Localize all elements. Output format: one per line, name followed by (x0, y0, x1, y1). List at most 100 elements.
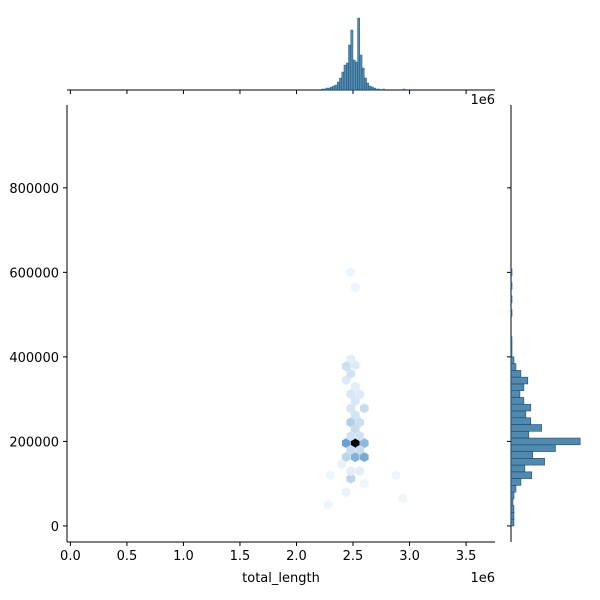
right-hist-bar (510, 451, 534, 459)
right-hist-bar (510, 437, 581, 446)
right-hist-bar (510, 343, 513, 351)
hex (350, 282, 360, 293)
right-hist-bar (510, 424, 542, 432)
hex (360, 478, 369, 489)
top-hist-bar (323, 88, 327, 91)
top-hist-bar (364, 77, 367, 91)
top-hist-bar (366, 82, 370, 91)
right-hist-bar (510, 363, 517, 371)
top-hist-bar (352, 59, 356, 91)
right-hist-bar (510, 491, 515, 500)
right-hist-bar (510, 512, 515, 520)
right-hist-bar (510, 430, 530, 439)
x-tick-label: 0.0 (60, 549, 81, 564)
hex (350, 438, 360, 449)
hex (350, 452, 360, 463)
right-hist-bar (510, 282, 513, 290)
top-hist-bar (346, 62, 349, 91)
right-hist-bar (510, 383, 525, 391)
hex (337, 459, 346, 470)
y-tick-label: 400000 (9, 351, 59, 366)
top-hist-bar (327, 87, 331, 91)
right-hist-bar (510, 397, 525, 405)
right-hist-bar (510, 498, 514, 506)
hex (346, 267, 356, 278)
right-hist-bar (510, 403, 532, 412)
right-hist-bar (510, 268, 513, 277)
hex (323, 499, 333, 510)
hex (341, 438, 351, 449)
hex (346, 473, 356, 484)
top-hist-bar (373, 87, 376, 91)
top-hist-bar (350, 29, 354, 91)
hex (355, 466, 365, 476)
x-offset-label: 1e6 (470, 571, 495, 586)
x-tick-label: 0.5 (117, 549, 138, 564)
hex (350, 395, 360, 406)
hex (360, 438, 369, 449)
right-hist-bar (510, 370, 522, 378)
top-hist-bar (343, 64, 347, 91)
top-hist-bar (357, 17, 360, 91)
right-hist-bar (510, 356, 515, 364)
hex (346, 403, 356, 414)
top-hist-bar (334, 84, 338, 91)
right-hist-bar (510, 417, 532, 425)
hex (355, 417, 365, 428)
right-hist-bar (510, 518, 515, 527)
top-hist-bar (339, 77, 342, 91)
hex (398, 493, 408, 504)
right-hist-bar (510, 349, 513, 358)
right-hist-bar (510, 336, 513, 344)
y-tick-label: 600000 (9, 266, 59, 281)
hex (350, 360, 360, 371)
hex (341, 375, 351, 386)
right-hist-bar (510, 390, 521, 398)
right-hist-bar (510, 464, 526, 473)
hex (341, 361, 351, 372)
top-hist-bar (321, 88, 324, 91)
x-tick-label: 2.0 (286, 549, 307, 564)
hex (355, 389, 365, 400)
hex (355, 431, 365, 442)
right-hist-bar (510, 458, 545, 466)
hex (346, 431, 356, 442)
hex (346, 466, 356, 476)
top-hist-bar (361, 67, 365, 91)
top-hist-bar (377, 88, 381, 91)
y-tick-label: 800000 (9, 182, 59, 197)
hex (350, 410, 360, 421)
hex (391, 470, 401, 481)
hex (346, 354, 356, 364)
right-hist-bar (510, 478, 522, 486)
right-hist-bar (510, 376, 529, 385)
x-tick-label: 2.5 (343, 549, 364, 564)
hex (350, 381, 360, 392)
right-hist-bar (510, 410, 527, 419)
top-hist-bar (375, 88, 379, 91)
x-label: total_length (242, 571, 320, 586)
hex (350, 423, 360, 434)
right-hist-bar (510, 444, 556, 452)
top-hist-bar (370, 86, 374, 91)
hex (341, 452, 351, 463)
top-hist-bar (359, 54, 363, 91)
hex (360, 452, 369, 463)
hex (346, 389, 356, 400)
right-hist-bar (510, 309, 513, 317)
top-hist-bar (330, 86, 333, 91)
top-hist-bar (325, 87, 329, 91)
right-hist-bar (510, 485, 517, 493)
top-hist-bar (382, 88, 385, 91)
top-hist-bar (355, 61, 358, 91)
top-offset-label: 1e6 (470, 93, 495, 108)
hex (341, 487, 351, 498)
right-hist-bar (510, 471, 533, 479)
top-hist-bar (368, 85, 372, 91)
hex (355, 444, 365, 455)
top-hist-bar (341, 71, 345, 91)
y-tick-label: 200000 (9, 435, 59, 450)
top-hist-bar (348, 44, 351, 91)
x-tick-label: 1.0 (173, 549, 194, 564)
